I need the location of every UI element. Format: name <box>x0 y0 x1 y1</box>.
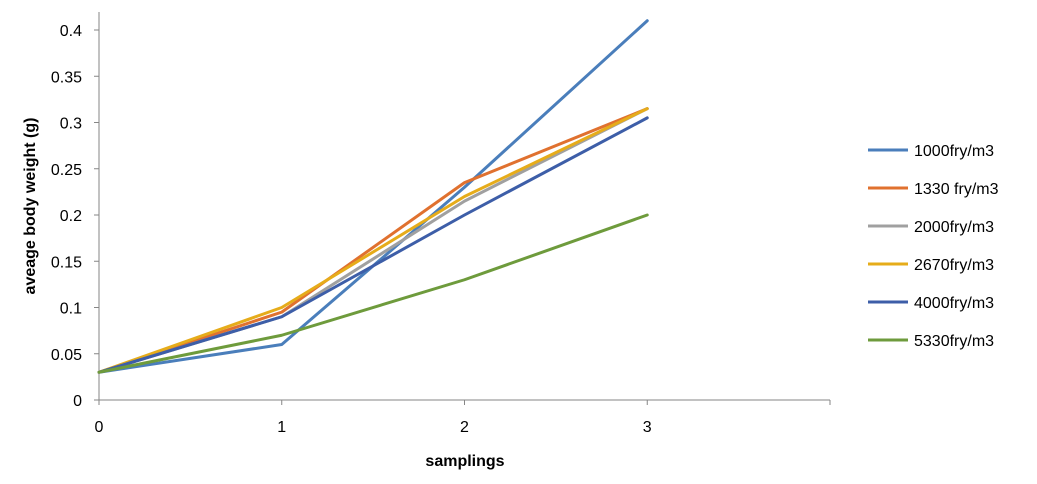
y-tick-label: 0.35 <box>51 69 82 86</box>
x-axis-title: samplings <box>425 453 504 470</box>
x-tick-label: 1 <box>277 419 286 436</box>
axes <box>98 12 830 401</box>
y-tick-label: 0.15 <box>51 254 82 271</box>
x-tick-label: 0 <box>95 419 104 436</box>
x-tick-label: 2 <box>460 419 469 436</box>
series-line-6 <box>97 213 649 374</box>
legend-label: 4000fry/m3 <box>914 295 994 312</box>
y-tick-label: 0.3 <box>60 116 82 133</box>
y-tick-label: 0.2 <box>60 208 82 225</box>
legend-label: 5330fry/m3 <box>914 333 994 350</box>
y-tick-label: 0.25 <box>51 162 82 179</box>
x-ticks: 0 1 2 3 <box>95 400 831 436</box>
y-tick-label: 0.05 <box>51 347 82 364</box>
series-line-5 <box>97 116 649 374</box>
series-line-4 <box>97 107 649 374</box>
y-tick-label: 0 <box>73 393 82 410</box>
y-axis-title: aveage body weight (g) <box>22 118 39 295</box>
legend-label: 1000fry/m3 <box>914 143 994 160</box>
legend-label: 1330 fry/m3 <box>914 181 999 198</box>
y-tick-label: 0.1 <box>60 301 82 318</box>
series-line-1 <box>97 19 649 374</box>
y-ticks: 0 0.05 0.1 0.15 0.2 0.25 0.3 0.35 0.4 <box>51 23 99 410</box>
x-tick-label: 3 <box>643 419 652 436</box>
legend-label: 2670fry/m3 <box>914 257 994 274</box>
series-lines <box>97 19 649 374</box>
series-line-2 <box>97 107 649 374</box>
y-tick-label: 0.4 <box>60 23 82 40</box>
legend-label: 2000fry/m3 <box>914 219 994 236</box>
legend: 1000fry/m3 1330 fry/m3 2000fry/m3 2670fry/m… <box>868 143 999 350</box>
